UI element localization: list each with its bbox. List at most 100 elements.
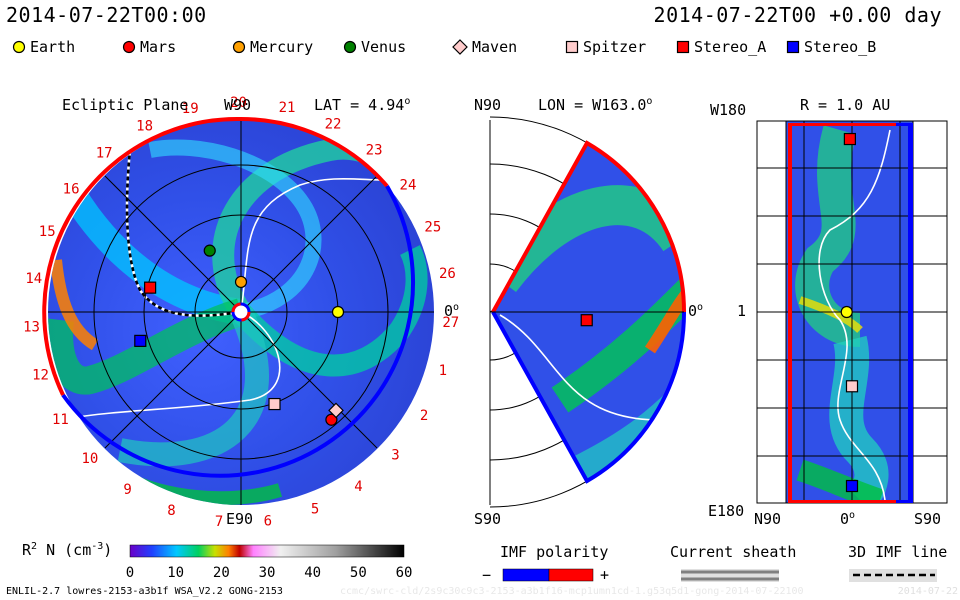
- earth-marker-icon: [12, 40, 26, 54]
- sector-label: 11: [52, 412, 69, 428]
- imf-field-line: [499, 314, 661, 421]
- colorbar-tick-label: 60: [396, 565, 413, 581]
- stereo-b-marker-icon: [786, 40, 800, 54]
- mars-marker: [325, 413, 338, 426]
- sector-label: 20: [230, 95, 247, 111]
- sector-label: 7: [215, 514, 223, 530]
- rmap-polarity-positive: [788, 123, 898, 126]
- legend-stereo-a: Stereo_A: [676, 38, 766, 56]
- sector-label: 13: [23, 320, 40, 336]
- colorbar-tick-label: 20: [213, 565, 230, 581]
- colorbar-tick-label: 0: [126, 565, 134, 581]
- rmap-polarity-negative: [896, 123, 913, 126]
- imf-minus: −: [482, 566, 492, 584]
- sector-label: 19: [182, 101, 199, 117]
- rmap-polarity-negative: [896, 500, 913, 503]
- density-arm: [796, 459, 884, 503]
- sector-label: 3: [391, 447, 399, 463]
- colorbar: [129, 544, 405, 558]
- legend-label-earth: Earth: [30, 38, 76, 56]
- legend-mercury: Mercury: [232, 38, 313, 56]
- sector-label: 12: [32, 368, 49, 384]
- sector-label: 25: [424, 220, 441, 236]
- sector-label: 4: [354, 479, 362, 495]
- sector-label: 14: [25, 271, 42, 287]
- density-arm: [48, 298, 246, 395]
- legend-maven: Maven: [452, 38, 517, 56]
- lat-value: LAT = 4.94: [314, 96, 405, 114]
- legend-label-spitzer: Spitzer: [583, 38, 647, 56]
- maven-marker: [328, 402, 344, 419]
- rmap-bottom-left: E180: [708, 502, 745, 520]
- earth-marker: [331, 305, 345, 319]
- rmap-zero-value: 0: [840, 510, 850, 528]
- footer-run-id: ccmc/swrc-cld/2s9c30c9c3-2153-a3b1f16-mc…: [340, 586, 804, 597]
- sector-label: 17: [96, 146, 113, 162]
- meridional-bottom-label: S90: [474, 510, 502, 528]
- rmap-polarity-positive: [788, 123, 792, 501]
- lon-degree: o: [646, 96, 653, 107]
- rmap-title: R = 1.0 AU: [800, 96, 891, 114]
- rmap-axis-zero: 0o: [840, 510, 855, 528]
- density-arm: [645, 285, 685, 354]
- colorbar-tick-label: 10: [167, 565, 184, 581]
- lon-value: LON = W163.0: [538, 96, 647, 114]
- footer-model-info: ENLIL-2.7 lowres-2153-a3b1f WSA_V2.2 GON…: [6, 586, 283, 597]
- sector-label: 15: [39, 224, 56, 240]
- ecliptic-zero-label: 0o: [444, 302, 459, 320]
- stereo-a-marker: [843, 132, 856, 146]
- legend-label-maven: Maven: [472, 38, 518, 56]
- spitzer-marker: [845, 380, 859, 393]
- legend-label-stereo-b: Stereo_B: [804, 38, 877, 56]
- rmap-mid-left: 1: [737, 302, 747, 320]
- current-sheath-title: Current sheath: [670, 543, 797, 561]
- imf-field-line: [59, 311, 281, 421]
- cbar-close: ): [103, 541, 113, 559]
- meridional-top-label: N90: [474, 96, 502, 114]
- sector-label: 24: [400, 178, 417, 194]
- sun-marker-ring: [231, 302, 251, 322]
- meridional-lon-label: LON = W163.0o: [538, 96, 652, 114]
- cbar-sup: 2: [31, 541, 38, 552]
- stereo-b-marker: [845, 479, 859, 493]
- stereo-a-marker: [144, 281, 157, 294]
- header-datetime: 2014-07-22T00:00: [6, 3, 207, 27]
- sector-label: 10: [82, 451, 99, 467]
- ecliptic-lat-label: LAT = 4.94o: [314, 96, 410, 114]
- legend-earth: Earth: [12, 38, 75, 56]
- rmap-axis-n90: N90: [754, 510, 782, 528]
- stereo-a-marker: [580, 314, 593, 327]
- stereo-b-marker: [134, 334, 147, 347]
- ecliptic-top-label: W90: [224, 96, 252, 114]
- legend-venus: Venus: [343, 38, 406, 56]
- legend-label-mercury: Mercury: [250, 38, 314, 56]
- rmap-axis-s90: S90: [914, 510, 942, 528]
- rmap-top-left: W180: [710, 101, 747, 119]
- density-arm: [232, 245, 428, 377]
- sector-label: 23: [366, 143, 383, 159]
- density-arm: [148, 139, 322, 320]
- legend-stereo-b: Stereo_B: [786, 38, 876, 56]
- imf-3d-title: 3D IMF line: [848, 543, 948, 561]
- rmap-panel: [756, 120, 948, 504]
- legend-mars: Mars: [122, 38, 176, 56]
- sector-label: 8: [167, 503, 175, 519]
- maven-marker-icon: [452, 39, 468, 55]
- rmap-zero-degree: o: [849, 510, 856, 521]
- imf-polarity-negative-swatch: [502, 568, 550, 582]
- lat-degree: o: [404, 96, 411, 107]
- spitzer-marker: [268, 397, 281, 411]
- sector-label: 5: [311, 501, 319, 517]
- colorbar-tick-label: 50: [350, 565, 367, 581]
- density-arm: [795, 125, 862, 347]
- spitzer-marker-icon: [565, 40, 579, 54]
- earth-marker: [840, 305, 853, 319]
- density-arm: [117, 307, 269, 467]
- zero-value: 0: [444, 302, 454, 320]
- meridional-zero-label: 0o: [688, 302, 703, 320]
- footer-date: 2014-07-22: [897, 586, 958, 597]
- legend-label-mars: Mars: [140, 38, 177, 56]
- imf-3d-line-dark: [125, 149, 242, 317]
- rmap-polarity-negative: [908, 123, 913, 501]
